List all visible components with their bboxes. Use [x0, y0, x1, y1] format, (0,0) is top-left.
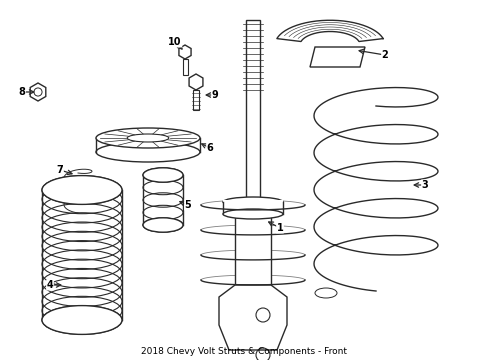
Text: 2018 Chevy Volt Struts & Components - Front: 2018 Chevy Volt Struts & Components - Fr… — [141, 347, 346, 356]
Text: 7: 7 — [57, 165, 63, 175]
Text: 2: 2 — [381, 50, 387, 60]
Ellipse shape — [142, 168, 183, 182]
Ellipse shape — [223, 209, 283, 219]
Text: 6: 6 — [206, 143, 213, 153]
Text: 4: 4 — [46, 280, 53, 290]
Ellipse shape — [96, 128, 200, 148]
Polygon shape — [276, 20, 382, 41]
Bar — [235, 214, 270, 285]
Polygon shape — [309, 47, 364, 67]
Ellipse shape — [96, 142, 200, 162]
Text: 1: 1 — [276, 223, 283, 233]
Ellipse shape — [127, 134, 168, 142]
Polygon shape — [179, 45, 191, 59]
Ellipse shape — [42, 306, 122, 334]
Ellipse shape — [42, 176, 122, 204]
Bar — [223, 200, 283, 214]
Bar — [245, 20, 260, 210]
Text: 9: 9 — [211, 90, 218, 100]
Text: 8: 8 — [19, 87, 25, 97]
Bar — [193, 90, 199, 110]
Bar — [182, 59, 187, 75]
Polygon shape — [30, 83, 46, 101]
Text: 10: 10 — [168, 37, 182, 47]
Ellipse shape — [142, 218, 183, 232]
Polygon shape — [219, 285, 286, 350]
Ellipse shape — [223, 197, 283, 207]
Polygon shape — [189, 74, 203, 90]
Text: 3: 3 — [421, 180, 427, 190]
Text: 5: 5 — [184, 200, 191, 210]
